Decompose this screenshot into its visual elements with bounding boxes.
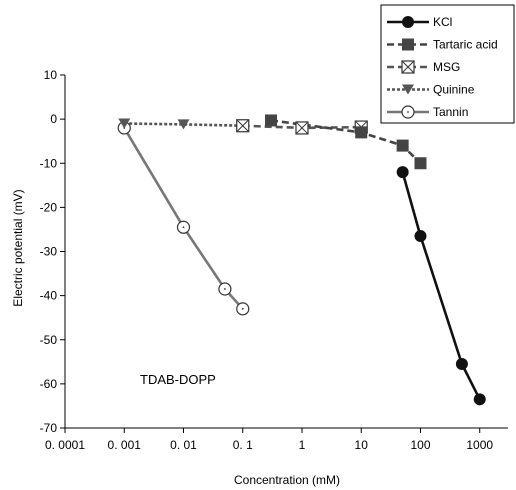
axes: 100-10-20-30-40-50-60-700. 0001 0. 001 0. … [40, 68, 508, 452]
data-point-tannin [176, 220, 191, 234]
series-line-tannin [123, 127, 244, 310]
y-tick-label: -60 [40, 377, 58, 391]
data-point-kcl [473, 393, 486, 406]
legend-label-kcl: KCl [433, 15, 452, 29]
x-tick-label: 0. 001 [108, 438, 142, 452]
y-tick-label: -20 [40, 200, 58, 214]
data-point-tartaric-acid [396, 139, 409, 152]
series-line-kcl [401, 171, 481, 400]
x-tick-label: 0. 01 [170, 438, 197, 452]
data-point-tannin [218, 282, 232, 296]
data-point-tartaric-acid [414, 157, 427, 170]
x-tick-label: 0. 1 [233, 438, 253, 452]
legend-marker-tartaric-acid [402, 38, 414, 51]
data-point-tannin [236, 302, 250, 316]
data-point-msg [236, 119, 250, 133]
data-point-quinine [177, 119, 190, 130]
legend-label-msg: MSG [433, 60, 460, 74]
series-points [117, 114, 486, 406]
legend-marker-quinine [402, 84, 414, 95]
legend: KCl Tartaric acid MSG Quinine Tannin [380, 4, 515, 124]
y-tick-label: 0 [50, 112, 57, 126]
legend-marker-kcl [402, 16, 414, 28]
data-point-quinine [118, 118, 131, 129]
data-point-msg [295, 121, 309, 135]
legend-label-tannin: Tannin [433, 105, 468, 119]
y-tick-label: 10 [44, 68, 58, 82]
data-point-kcl [414, 230, 427, 243]
x-axis-title: Concentration (mM) [234, 473, 340, 487]
y-tick-label: -70 [40, 421, 58, 435]
data-point-kcl [455, 358, 468, 371]
legend-label-tartaric-acid: Tartaric acid [433, 38, 498, 52]
series-line-tartaric-acid [270, 119, 422, 165]
data-point-tartaric-acid [265, 114, 278, 127]
y-tick-label: -30 [40, 245, 58, 259]
data-point-tartaric-acid [355, 126, 368, 139]
x-tick-label: 100 [410, 438, 430, 452]
legend-marker-tannin [401, 105, 415, 119]
x-tick-label: 1000 [466, 438, 493, 452]
data-point-kcl [396, 166, 409, 179]
legend-label-quinine: Quinine [433, 83, 475, 97]
x-tick-label: 0. 0001 [45, 438, 85, 452]
x-tick-label: 10 [355, 438, 369, 452]
y-axis-title: Electric potential (mV) [11, 189, 25, 306]
annotation-label: TDAB-DOPP [140, 372, 216, 387]
y-tick-label: -10 [40, 156, 58, 170]
x-tick-label: 1 [299, 438, 306, 452]
legend-marker-msg [401, 60, 415, 74]
y-tick-label: -40 [40, 289, 58, 303]
y-tick-label: -50 [40, 333, 58, 347]
